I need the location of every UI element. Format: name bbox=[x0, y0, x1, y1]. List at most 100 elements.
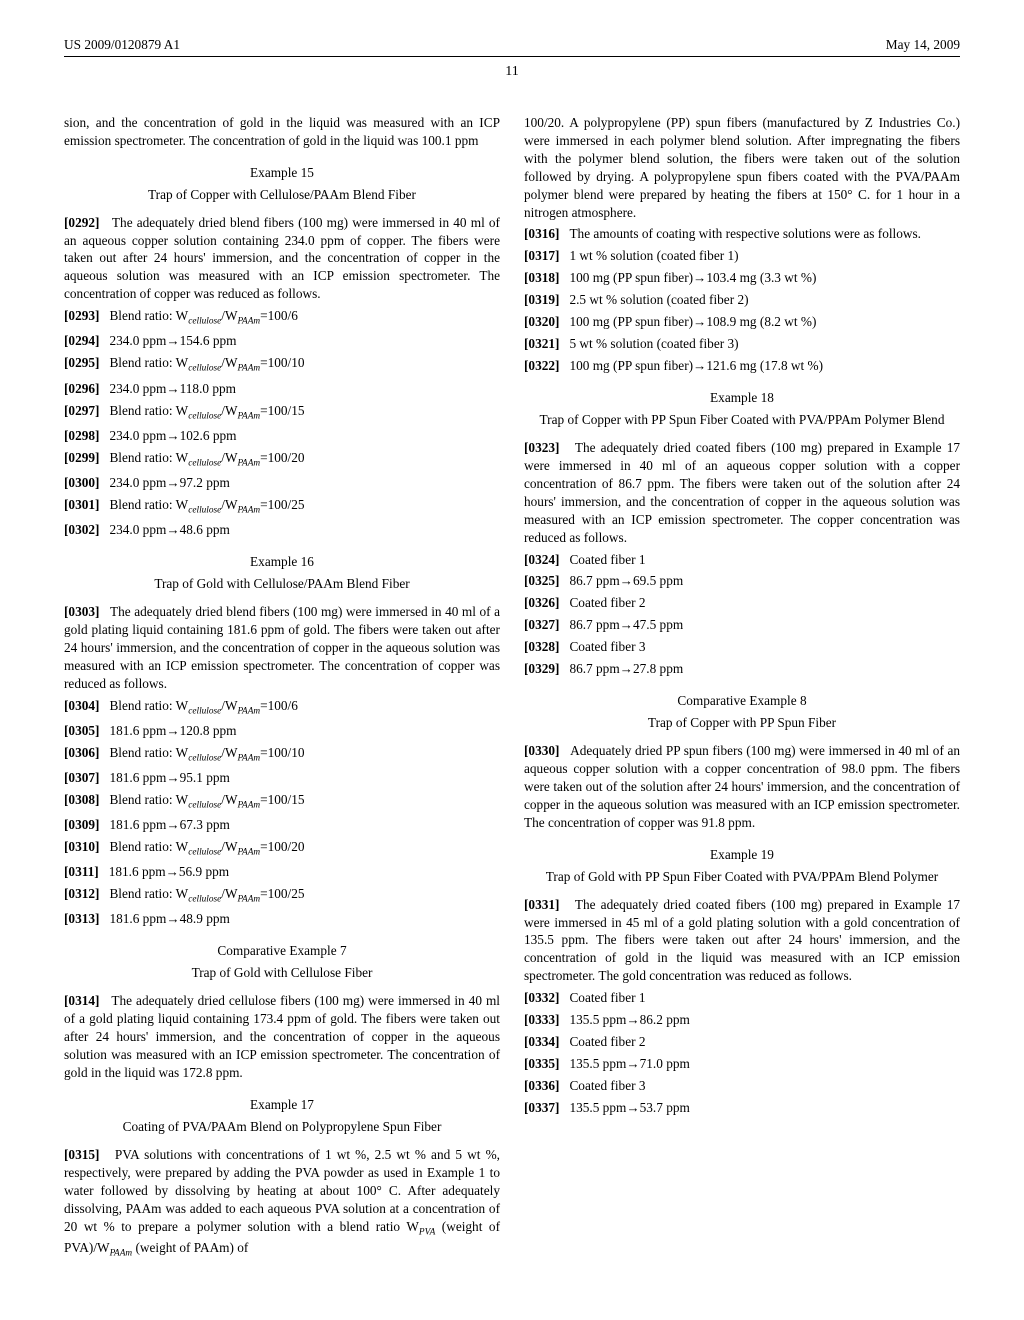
para-num: [0313] bbox=[64, 911, 99, 926]
para-num: [0306] bbox=[64, 745, 99, 760]
data-line: [0294] 234.0 ppm→154.6 ppm bbox=[64, 332, 500, 350]
para-num: [0327] bbox=[524, 617, 559, 632]
para-num: [0299] bbox=[64, 450, 99, 465]
data-line: [0300] 234.0 ppm→97.2 ppm bbox=[64, 474, 500, 492]
para-text-0323: The adequately dried coated fibers (100 … bbox=[524, 440, 960, 545]
para-num-0316: [0316] bbox=[524, 226, 559, 241]
line-text: 2.5 wt % solution (coated fiber 2) bbox=[569, 292, 748, 307]
paragraph-0315: [0315] PVA solutions with concentrations… bbox=[64, 1146, 500, 1260]
line-pre: Blend ratio: W bbox=[109, 497, 188, 512]
example-19-subtitle: Trap of Gold with PP Spun Fiber Coated w… bbox=[524, 868, 960, 886]
line-pre: Blend ratio: W bbox=[109, 403, 188, 418]
line-sub2: PAAm bbox=[238, 317, 261, 327]
line-sub2: PAAm bbox=[238, 411, 261, 421]
page-number: 11 bbox=[64, 63, 960, 82]
line-mid: /W bbox=[221, 355, 237, 370]
para-num: [0294] bbox=[64, 333, 99, 348]
line-text: Coated fiber 2 bbox=[569, 595, 645, 610]
line-sub2: PAAm bbox=[238, 753, 261, 763]
data-line: [0311] 181.6 ppm→56.9 ppm bbox=[64, 863, 500, 881]
line-text: 234.0 ppm→154.6 ppm bbox=[109, 333, 236, 348]
line-post: =100/6 bbox=[260, 698, 298, 713]
line-text: 234.0 ppm→118.0 ppm bbox=[109, 381, 236, 396]
line-pre: Blend ratio: W bbox=[109, 698, 188, 713]
para-num: [0298] bbox=[64, 428, 99, 443]
para-num: [0302] bbox=[64, 522, 99, 537]
para-0315-sub1: PVA bbox=[419, 1227, 435, 1237]
line-text: 100 mg (PP spun fiber)→121.6 mg (17.8 wt… bbox=[569, 358, 823, 373]
data-line: [0333] 135.5 ppm→86.2 ppm bbox=[524, 1011, 960, 1029]
para-num: [0329] bbox=[524, 661, 559, 676]
data-line: [0301] Blend ratio: Wcellulose/WPAAm=100… bbox=[64, 496, 500, 517]
para-num: [0297] bbox=[64, 403, 99, 418]
para-num: [0336] bbox=[524, 1078, 559, 1093]
line-mid: /W bbox=[221, 886, 237, 901]
para-num: [0312] bbox=[64, 886, 99, 901]
line-sub2: PAAm bbox=[238, 895, 261, 905]
data-line: [0299] Blend ratio: Wcellulose/WPAAm=100… bbox=[64, 449, 500, 470]
line-sub2: PAAm bbox=[238, 458, 261, 468]
para-num-0323: [0323] bbox=[524, 440, 559, 455]
data-line: [0293] Blend ratio: Wcellulose/WPAAm=100… bbox=[64, 307, 500, 328]
example-19-data-lines: [0332] Coated fiber 1 [0333] 135.5 ppm→86… bbox=[524, 989, 960, 1117]
line-text: 181.6 ppm→67.3 ppm bbox=[109, 817, 229, 832]
line-mid: /W bbox=[221, 839, 237, 854]
para-num: [0305] bbox=[64, 723, 99, 738]
para-num: [0300] bbox=[64, 475, 99, 490]
right-column: 100/20. A polypropylene (PP) spun fibers… bbox=[524, 114, 960, 1264]
line-text: 234.0 ppm→97.2 ppm bbox=[109, 475, 229, 490]
para-num: [0307] bbox=[64, 770, 99, 785]
data-line: [0297] Blend ratio: Wcellulose/WPAAm=100… bbox=[64, 402, 500, 423]
line-text: Coated fiber 2 bbox=[569, 1034, 645, 1049]
data-line: [0334] Coated fiber 2 bbox=[524, 1033, 960, 1051]
para-text-0316: The amounts of coating with respective s… bbox=[569, 226, 921, 241]
line-sub1: cellulose bbox=[188, 753, 221, 763]
paragraph-0314: [0314] The adequately dried cellulose fi… bbox=[64, 992, 500, 1082]
example-17-data-lines: [0317] 1 wt % solution (coated fiber 1) [… bbox=[524, 247, 960, 375]
para-num: [0326] bbox=[524, 595, 559, 610]
data-line: [0337] 135.5 ppm→53.7 ppm bbox=[524, 1099, 960, 1117]
data-line: [0324] Coated fiber 1 bbox=[524, 551, 960, 569]
line-mid: /W bbox=[221, 745, 237, 760]
line-text: 86.7 ppm→27.8 ppm bbox=[569, 661, 683, 676]
line-text: 100 mg (PP spun fiber)→103.4 mg (3.3 wt … bbox=[569, 270, 816, 285]
data-line: [0332] Coated fiber 1 bbox=[524, 989, 960, 1007]
data-line: [0320] 100 mg (PP spun fiber)→108.9 mg (… bbox=[524, 313, 960, 331]
line-text: 234.0 ppm→48.6 ppm bbox=[109, 522, 229, 537]
line-sub1: cellulose bbox=[188, 895, 221, 905]
two-column-layout: sion, and the concentration of gold in t… bbox=[64, 114, 960, 1264]
line-mid: /W bbox=[221, 308, 237, 323]
para-num: [0301] bbox=[64, 497, 99, 512]
para-num: [0308] bbox=[64, 792, 99, 807]
line-text: 181.6 ppm→95.1 ppm bbox=[109, 770, 229, 785]
line-sub1: cellulose bbox=[188, 317, 221, 327]
ex17-continuation: 100/20. A polypropylene (PP) spun fibers… bbox=[524, 114, 960, 222]
paragraph-0330: [0330] Adequately dried PP spun fibers (… bbox=[524, 742, 960, 832]
paragraph-0292: [0292] The adequately dried blend fibers… bbox=[64, 214, 500, 304]
data-line: [0312] Blend ratio: Wcellulose/WPAAm=100… bbox=[64, 885, 500, 906]
line-sub1: cellulose bbox=[188, 801, 221, 811]
example-18-title: Example 18 bbox=[524, 389, 960, 407]
para-text-0314: The adequately dried cellulose fibers (1… bbox=[64, 993, 500, 1080]
data-line: [0318] 100 mg (PP spun fiber)→103.4 mg (… bbox=[524, 269, 960, 287]
data-line: [0317] 1 wt % solution (coated fiber 1) bbox=[524, 247, 960, 265]
data-line: [0302] 234.0 ppm→48.6 ppm bbox=[64, 521, 500, 539]
para-num: [0296] bbox=[64, 381, 99, 396]
line-mid: /W bbox=[221, 450, 237, 465]
data-line: [0336] Coated fiber 3 bbox=[524, 1077, 960, 1095]
para-num: [0324] bbox=[524, 552, 559, 567]
line-sub1: cellulose bbox=[188, 458, 221, 468]
example-16-subtitle: Trap of Gold with Cellulose/PAAm Blend F… bbox=[64, 575, 500, 593]
patent-page: US 2009/0120879 A1 May 14, 2009 11 sion,… bbox=[0, 0, 1024, 1320]
line-mid: /W bbox=[221, 792, 237, 807]
line-sub2: PAAm bbox=[238, 364, 261, 374]
line-sub2: PAAm bbox=[238, 848, 261, 858]
example-15-subtitle: Trap of Copper with Cellulose/PAAm Blend… bbox=[64, 186, 500, 204]
para-num-0330: [0330] bbox=[524, 743, 559, 758]
para-num: [0309] bbox=[64, 817, 99, 832]
left-column: sion, and the concentration of gold in t… bbox=[64, 114, 500, 1264]
example-18-subtitle: Trap of Copper with PP Spun Fiber Coated… bbox=[524, 411, 960, 429]
paragraph-0323: [0323] The adequately dried coated fiber… bbox=[524, 439, 960, 547]
data-line: [0304] Blend ratio: Wcellulose/WPAAm=100… bbox=[64, 697, 500, 718]
line-pre: Blend ratio: W bbox=[109, 839, 188, 854]
